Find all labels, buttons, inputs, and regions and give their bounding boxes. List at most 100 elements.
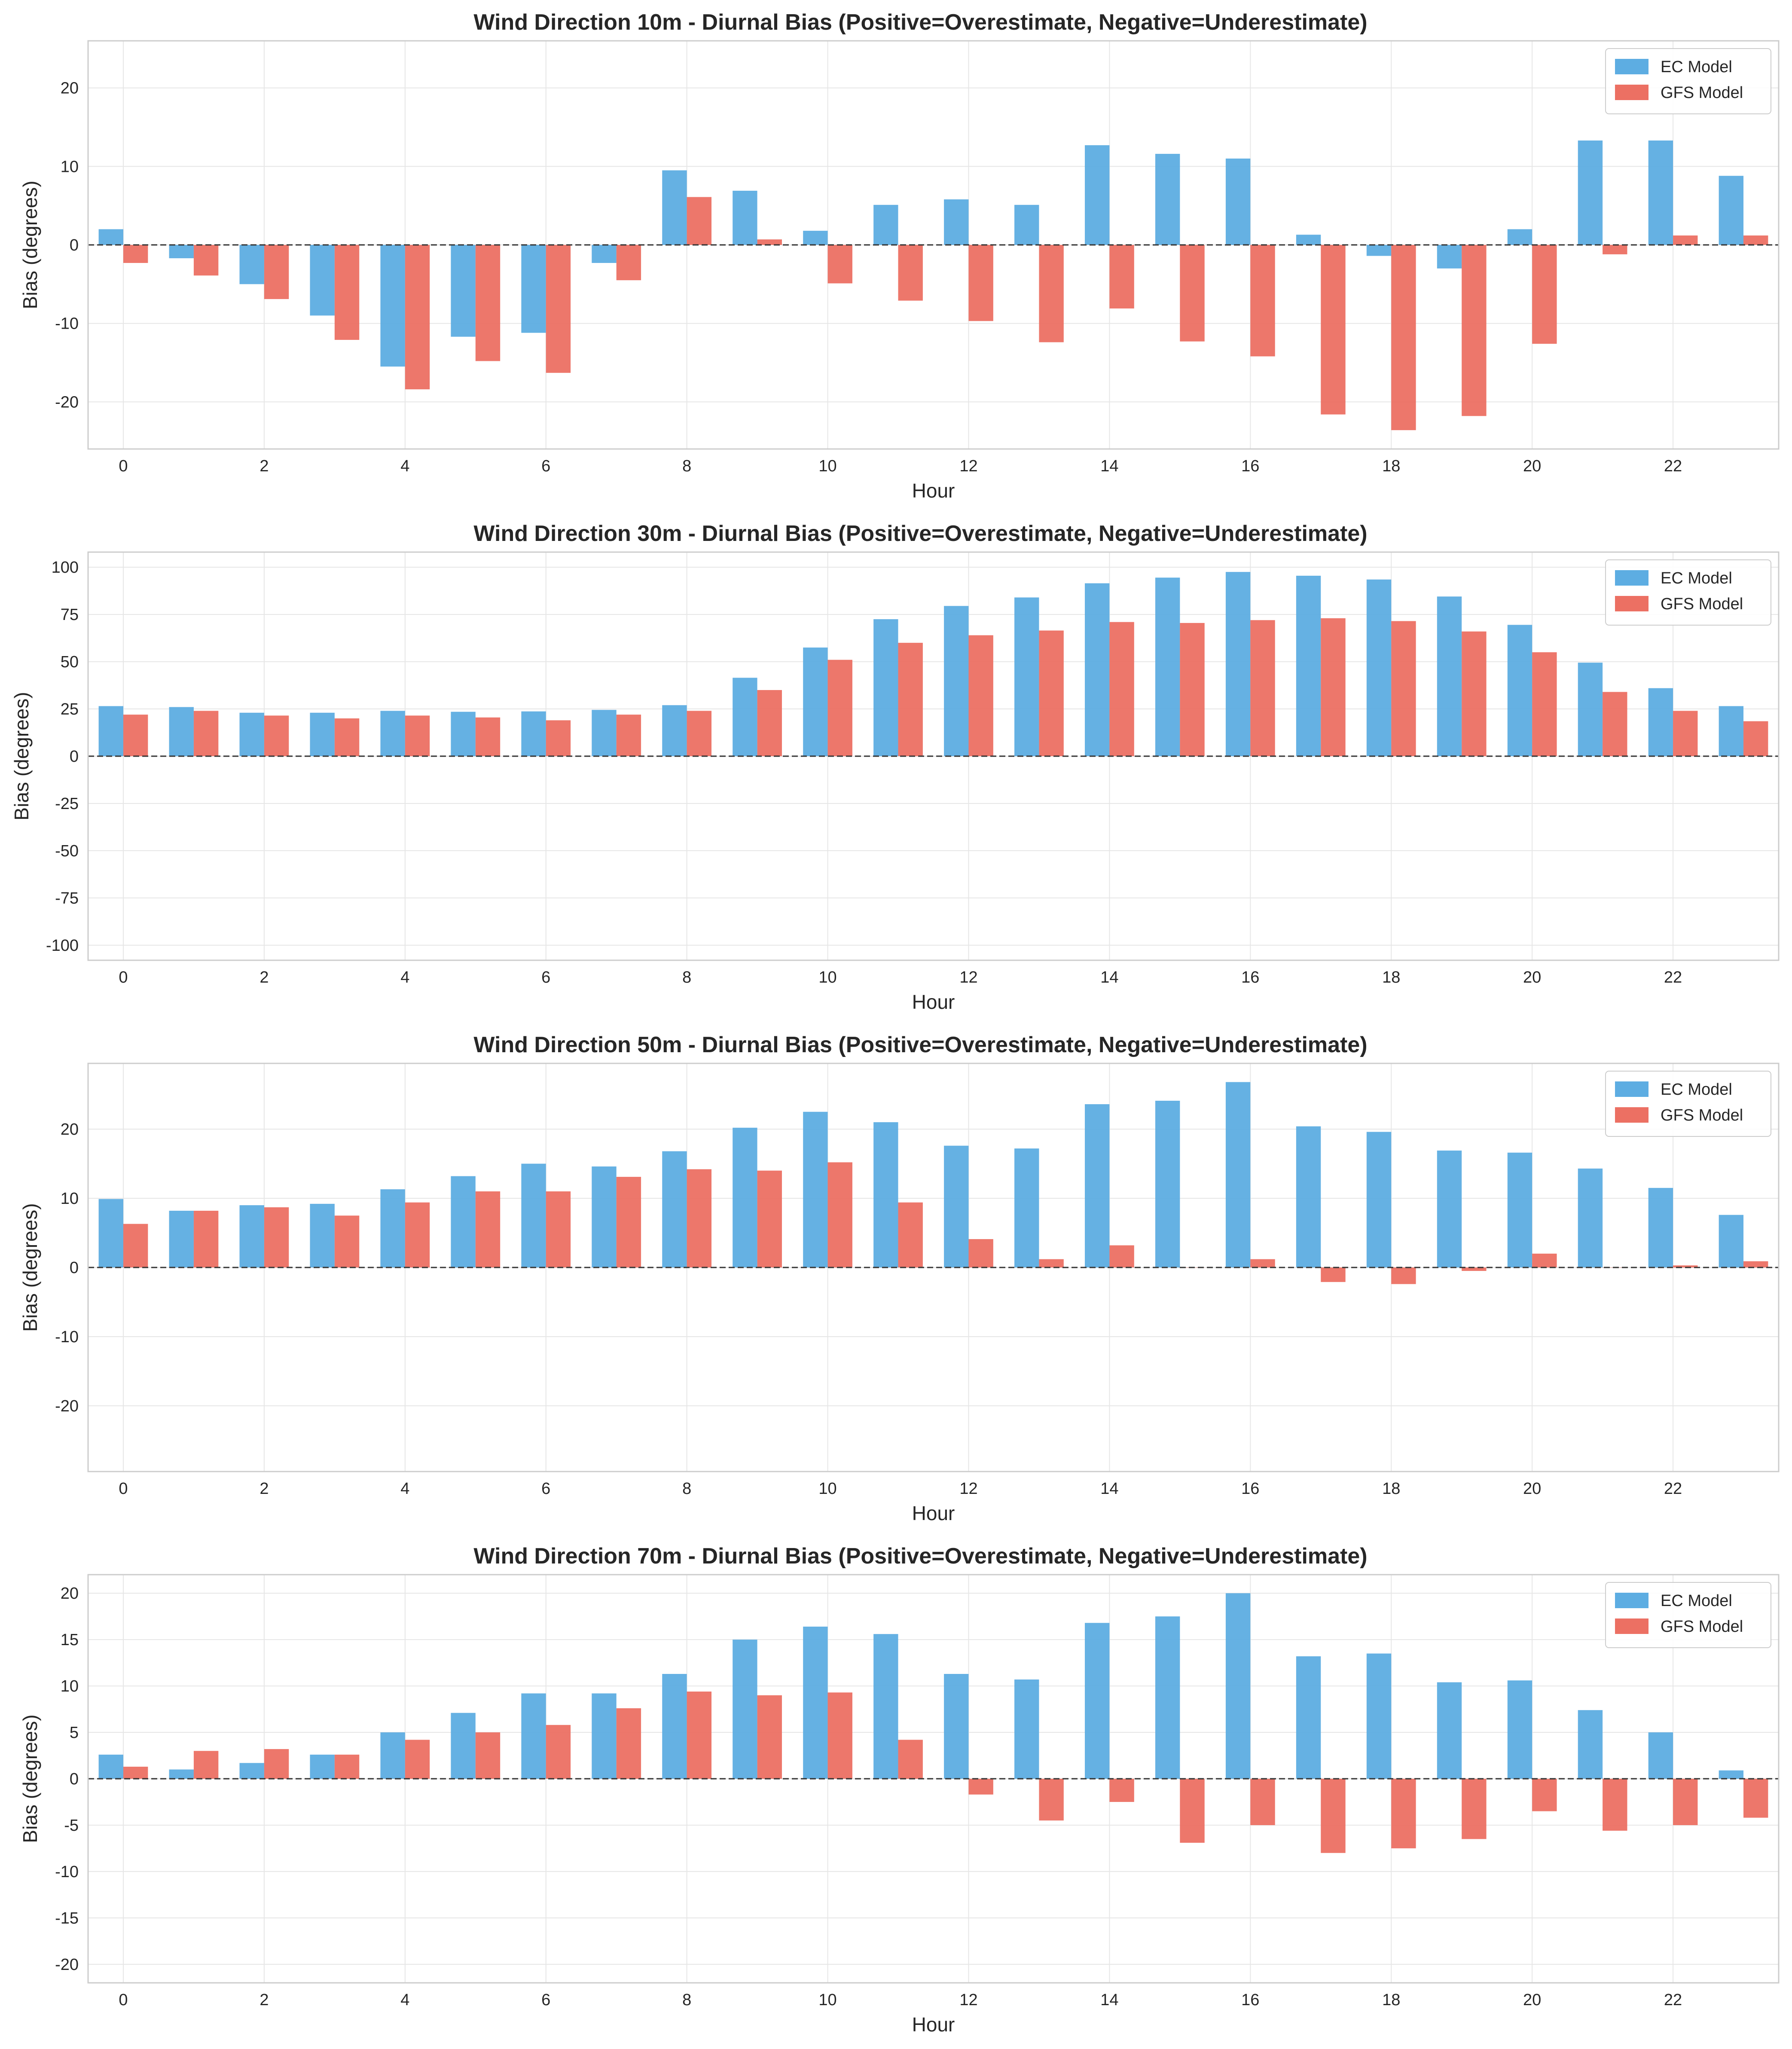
ec-bar-hour-2 — [239, 245, 264, 284]
gfs-bar-hour-2 — [264, 715, 289, 756]
x-tick-label: 18 — [1382, 1480, 1400, 1498]
gfs-legend-swatch — [1615, 1618, 1649, 1634]
ec-bar-hour-21 — [1578, 1168, 1603, 1267]
ec-bar-hour-22 — [1648, 1188, 1673, 1267]
ec-bar-hour-10 — [803, 1112, 828, 1267]
y-tick-label: 15 — [61, 1631, 79, 1649]
gfs-bar-hour-19 — [1462, 245, 1487, 416]
x-tick-label: 20 — [1523, 1991, 1541, 2009]
gfs-bar-hour-21 — [1603, 245, 1627, 254]
ec-bar-hour-21 — [1578, 663, 1603, 756]
gfs-bar-hour-14 — [1109, 1779, 1134, 1802]
gfs-bar-hour-13 — [1039, 630, 1064, 756]
gfs-bar-hour-15 — [1180, 623, 1205, 756]
x-tick-label: 16 — [1241, 1480, 1259, 1498]
gfs-bar-hour-3 — [334, 1215, 360, 1267]
gfs-bar-hour-11 — [898, 245, 923, 301]
x-tick-label: 8 — [682, 1480, 691, 1498]
y-tick-label: -10 — [55, 315, 79, 333]
gfs-bar-hour-7 — [616, 1708, 641, 1779]
ec-bar-hour-23 — [1719, 1215, 1744, 1267]
gfs-bar-hour-4 — [405, 1202, 430, 1267]
x-tick-label: 14 — [1100, 457, 1118, 475]
gfs-bar-hour-10 — [827, 1162, 852, 1267]
ec-bar-hour-8 — [662, 170, 687, 245]
gfs-bar-hour-4 — [405, 715, 430, 756]
gfs-bar-hour-22 — [1673, 711, 1698, 756]
chart-title: Wind Direction 50m - Diurnal Bias (Posit… — [473, 1032, 1367, 1057]
x-tick-label: 16 — [1241, 457, 1259, 475]
gfs-bar-hour-11 — [898, 1202, 923, 1267]
x-tick-label: 16 — [1241, 968, 1259, 986]
gfs-bar-hour-12 — [968, 1779, 993, 1795]
y-tick-label: -25 — [55, 795, 79, 813]
x-tick-label: 18 — [1382, 1991, 1400, 2009]
gfs-bar-hour-8 — [687, 1169, 712, 1267]
x-tick-label: 6 — [541, 1991, 550, 2009]
ec-legend-label: EC Model — [1661, 58, 1732, 76]
gfs-legend-swatch — [1615, 1107, 1649, 1123]
gfs-legend-label: GFS Model — [1661, 84, 1743, 102]
ec-bar-hour-5 — [451, 245, 476, 337]
y-tick-label: -100 — [46, 937, 79, 955]
ec-bar-hour-15 — [1155, 577, 1180, 756]
gfs-bar-hour-6 — [546, 720, 571, 756]
ec-bar-hour-15 — [1155, 1100, 1180, 1267]
x-tick-label: 8 — [682, 968, 691, 986]
y-tick-label: -20 — [55, 1397, 79, 1415]
gfs-bar-hour-20 — [1532, 1253, 1557, 1267]
gfs-bar-hour-17 — [1321, 245, 1346, 415]
ec-bar-hour-10 — [803, 231, 828, 245]
chart-title: Wind Direction 30m - Diurnal Bias (Posit… — [473, 521, 1367, 546]
x-tick-label: 12 — [959, 1480, 977, 1498]
gfs-bar-hour-16 — [1250, 1259, 1275, 1267]
ec-bar-hour-1 — [169, 1769, 194, 1779]
gfs-bar-hour-13 — [1039, 1779, 1064, 1821]
ec-bar-hour-7 — [592, 710, 617, 756]
ec-legend-swatch — [1615, 1081, 1649, 1097]
ec-bar-hour-7 — [592, 245, 617, 263]
y-tick-label: -15 — [55, 1909, 79, 1927]
y-tick-label: 10 — [61, 158, 79, 176]
x-tick-label: 10 — [818, 1991, 836, 2009]
x-tick-label: 22 — [1664, 457, 1682, 475]
ec-bar-hour-7 — [592, 1166, 617, 1267]
ec-bar-hour-5 — [451, 1176, 476, 1267]
y-axis-label: Bias (degrees) — [10, 692, 33, 820]
ec-bar-hour-8 — [662, 705, 687, 756]
x-tick-label: 22 — [1664, 1480, 1682, 1498]
y-tick-label: 0 — [70, 1770, 79, 1788]
gfs-bar-hour-20 — [1532, 652, 1557, 756]
chart-panel-3: Wind Direction 70m - Diurnal Bias (Posit… — [19, 1544, 1780, 2036]
plot-frame — [87, 40, 1780, 450]
x-tick-label: 14 — [1100, 1991, 1118, 2009]
gfs-legend-label: GFS Model — [1661, 595, 1743, 613]
ec-legend-label: EC Model — [1661, 1592, 1732, 1610]
gfs-bar-hour-3 — [334, 1754, 360, 1779]
gfs-bar-hour-22 — [1673, 1265, 1698, 1267]
ec-legend-swatch — [1615, 570, 1649, 586]
ec-bar-hour-2 — [239, 1763, 264, 1779]
gfs-bar-hour-4 — [405, 1740, 430, 1779]
gfs-bar-hour-21 — [1603, 1779, 1627, 1831]
gfs-bar-hour-16 — [1250, 620, 1275, 756]
y-tick-label: -10 — [55, 1863, 79, 1881]
ec-bar-hour-16 — [1225, 1082, 1251, 1267]
gfs-bar-hour-8 — [687, 197, 712, 245]
ec-bar-hour-19 — [1437, 1150, 1462, 1267]
ec-bar-hour-19 — [1437, 596, 1462, 756]
ec-bar-hour-23 — [1719, 176, 1744, 245]
ec-bar-hour-18 — [1366, 1132, 1392, 1267]
x-tick-label: 0 — [119, 457, 128, 475]
ec-bar-hour-4 — [380, 245, 405, 367]
gfs-bar-hour-6 — [546, 1191, 571, 1267]
ec-bar-hour-22 — [1648, 140, 1673, 245]
gfs-bar-hour-14 — [1109, 622, 1134, 756]
gfs-bar-hour-23 — [1743, 1261, 1768, 1267]
gfs-bar-hour-16 — [1250, 1779, 1275, 1825]
x-tick-label: 6 — [541, 1480, 550, 1498]
gfs-bar-hour-9 — [757, 239, 782, 245]
x-tick-label: 0 — [119, 968, 128, 986]
chart-title: Wind Direction 70m - Diurnal Bias (Posit… — [473, 1544, 1367, 1569]
gfs-bar-hour-9 — [757, 1695, 782, 1779]
